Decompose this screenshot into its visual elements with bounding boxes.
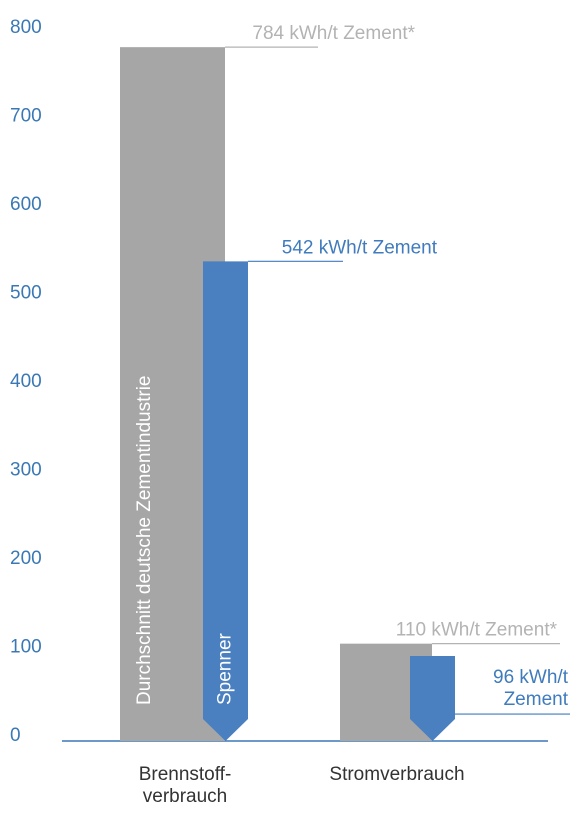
bar (410, 656, 455, 741)
value-label: 96 kWh/t Zement (493, 667, 569, 710)
bar (203, 261, 248, 741)
value-label: 542 kWh/t Zement (282, 237, 438, 258)
value-label: 110 kWh/t Zement* (396, 620, 558, 641)
y-tick-label: 800 (10, 17, 42, 38)
y-tick-label: 600 (10, 194, 42, 215)
x-tick-label: Stromverbrauch (329, 764, 464, 785)
y-tick-label: 400 (10, 371, 42, 392)
y-tick-label: 200 (10, 548, 42, 569)
value-label: 784 kWh/t Zement* (252, 23, 415, 44)
y-tick-label: 0 (10, 725, 21, 746)
y-tick-label: 700 (10, 106, 42, 127)
series-name: Durchschnitt deutsche Zementindustrie (134, 376, 155, 706)
y-tick-label: 300 (10, 460, 42, 481)
x-tick-label: Brennstoff-verbrauch (139, 764, 232, 807)
y-tick-label: 500 (10, 283, 42, 304)
y-tick-label: 100 (10, 637, 42, 658)
series-name: Spenner (215, 632, 236, 705)
